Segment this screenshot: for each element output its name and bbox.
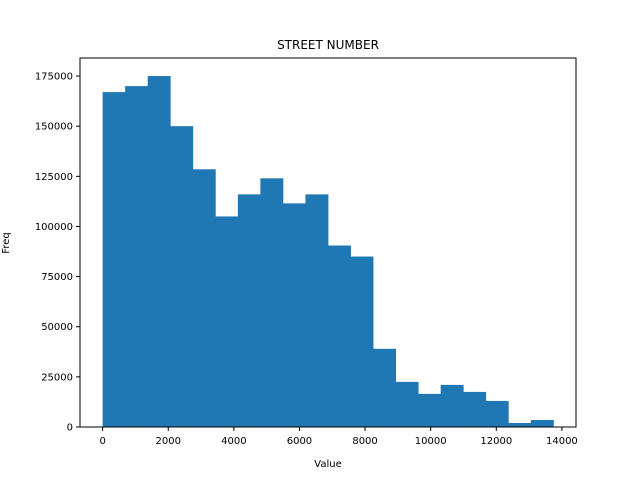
y-axis-ticks: 0 25000 50000 75000 100000 125000 150000 175000 bbox=[35, 72, 80, 434]
x-axis-ticks: 0 2000 4000 6000 8000 10000 12000 14000 bbox=[99, 427, 578, 447]
x-tick-label: 10000 bbox=[415, 436, 447, 447]
histogram-bar bbox=[350, 256, 374, 427]
y-tick-label: 175000 bbox=[35, 72, 73, 83]
histogram-bar bbox=[305, 194, 329, 427]
y-tick-label: 150000 bbox=[35, 122, 73, 133]
histogram-bar bbox=[215, 216, 239, 427]
x-axis-label: Value bbox=[314, 459, 341, 470]
histogram-bar bbox=[485, 400, 509, 427]
histogram-bar bbox=[463, 391, 487, 427]
x-tick-label: 8000 bbox=[352, 436, 377, 447]
x-tick-label: 0 bbox=[99, 436, 105, 447]
plot-frame bbox=[79, 57, 577, 428]
histogram-bar bbox=[170, 126, 194, 427]
histogram-bar bbox=[440, 384, 464, 427]
y-tick-label: 0 bbox=[67, 423, 73, 434]
chart-title: STREET NUMBER bbox=[277, 38, 379, 52]
histogram-bar bbox=[395, 381, 419, 427]
y-tick-label: 125000 bbox=[35, 172, 73, 183]
y-tick-label: 100000 bbox=[35, 222, 73, 233]
histogram-bar bbox=[102, 92, 126, 427]
histogram-bar bbox=[328, 245, 351, 427]
y-tick-label: 50000 bbox=[41, 322, 73, 333]
histogram-bar bbox=[147, 76, 171, 427]
x-tick-label: 2000 bbox=[156, 436, 181, 447]
histogram-bar bbox=[282, 203, 306, 427]
x-tick-label: 6000 bbox=[287, 436, 312, 447]
histogram-bar bbox=[373, 348, 397, 427]
histogram-bar bbox=[192, 169, 216, 427]
histogram-bar bbox=[418, 393, 442, 427]
y-tick-label: 25000 bbox=[41, 372, 73, 383]
histogram-bar bbox=[508, 422, 532, 427]
bars-group bbox=[102, 76, 554, 428]
x-tick-label: 4000 bbox=[221, 436, 246, 447]
histogram-bar bbox=[260, 178, 284, 427]
histogram-bar bbox=[530, 419, 554, 427]
histogram-bar bbox=[237, 194, 261, 427]
y-axis-label: Freq bbox=[1, 232, 12, 253]
x-tick-label: 14000 bbox=[546, 436, 578, 447]
histogram-bar bbox=[125, 86, 149, 428]
y-tick-label: 75000 bbox=[41, 272, 73, 283]
x-tick-label: 12000 bbox=[480, 436, 512, 447]
